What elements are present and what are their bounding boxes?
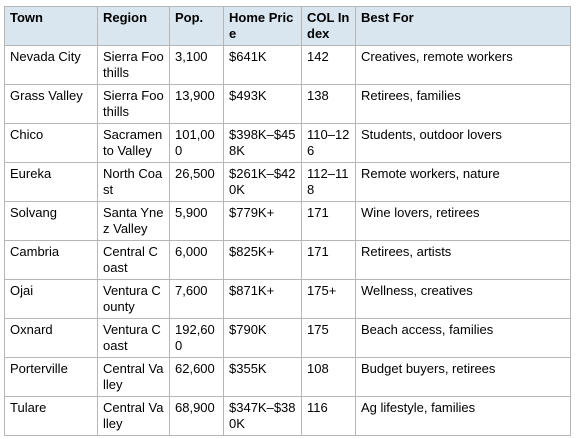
cell-best-for: Budget buyers, retirees [355,357,571,397]
cell-best-for: Wine lovers, retirees [355,201,571,241]
table-row: Nevada City Sierra Foothills 3,100 $641K 142… [4,45,571,85]
table-row: Porterville Central Valley 62,600 $355K 108 B… [4,357,571,397]
cell-population: 68,900 [169,396,224,436]
cell-region: Central Coast [97,240,170,280]
cell-best-for: Ag lifestyle, families [355,396,571,436]
cell-town: Cambria [4,240,98,280]
cell-col-index: 171 [301,240,356,280]
cell-region: Ventura Coast [97,318,170,358]
towns-table: Town Region Pop. Home Price COL Index Be… [4,6,571,436]
table-row: Eureka North Coast 26,500 $261K–$420K 112–11… [4,162,571,202]
cell-region: Santa Ynez Valley [97,201,170,241]
cell-col-index: 171 [301,201,356,241]
cell-best-for: Remote workers, nature [355,162,571,202]
cell-best-for: Creatives, remote workers [355,45,571,85]
cell-population: 192,600 [169,318,224,358]
cell-home-price: $790K [223,318,302,358]
cell-col-index: 138 [301,84,356,124]
header-row: Town Region Pop. Home Price COL Index Be… [4,6,571,46]
cell-home-price: $871K+ [223,279,302,319]
cell-best-for: Retirees, artists [355,240,571,280]
table-row: Ojai Ventura County 7,600 $871K+ 175+ Wellnes… [4,279,571,319]
cell-home-price: $347K–$380K [223,396,302,436]
cell-best-for: Beach access, families [355,318,571,358]
cell-home-price: $825K+ [223,240,302,280]
cell-population: 6,000 [169,240,224,280]
cell-population: 13,900 [169,84,224,124]
cell-region: Sierra Foothills [97,45,170,85]
cell-region: North Coast [97,162,170,202]
cell-population: 101,000 [169,123,224,163]
cell-population: 3,100 [169,45,224,85]
cell-col-index: 112–118 [301,162,356,202]
cell-col-index: 108 [301,357,356,397]
cell-best-for: Students, outdoor lovers [355,123,571,163]
cell-col-index: 175+ [301,279,356,319]
cell-region: Central Valley [97,396,170,436]
header-region: Region [97,6,170,46]
cell-col-index: 142 [301,45,356,85]
cell-col-index: 175 [301,318,356,358]
cell-home-price: $261K–$420K [223,162,302,202]
cell-home-price: $779K+ [223,201,302,241]
cell-col-index: 110–126 [301,123,356,163]
cell-region: Sierra Foothills [97,84,170,124]
table-row: Cambria Central Coast 6,000 $825K+ 171 Retire… [4,240,571,280]
table-row: Grass Valley Sierra Foothills 13,900 $493K 1… [4,84,571,124]
cell-best-for: Retirees, families [355,84,571,124]
cell-region: Ventura County [97,279,170,319]
table-row: Solvang Santa Ynez Valley 5,900 $779K+ 171 Wi… [4,201,571,241]
cell-town: Chico [4,123,98,163]
header-home-price: Home Price [223,6,302,46]
header-population: Pop. [169,6,224,46]
header-col-index: COL Index [301,6,356,46]
cell-population: 5,900 [169,201,224,241]
table-body: Nevada City Sierra Foothills 3,100 $641K 142… [4,45,571,436]
cell-region: Central Valley [97,357,170,397]
cell-population: 62,600 [169,357,224,397]
cell-town: Nevada City [4,45,98,85]
cell-town: Solvang [4,201,98,241]
table-row: Tulare Central Valley 68,900 $347K–$380K 116… [4,396,571,436]
table-row: Chico Sacramento Valley 101,000 $398K–$458K… [4,123,571,163]
cell-home-price: $398K–$458K [223,123,302,163]
cell-col-index: 116 [301,396,356,436]
cell-population: 26,500 [169,162,224,202]
table-row: Oxnard Ventura Coast 192,600 $790K 175 Beach … [4,318,571,358]
cell-town: Porterville [4,357,98,397]
cell-home-price: $355K [223,357,302,397]
cell-town: Eureka [4,162,98,202]
cell-home-price: $641K [223,45,302,85]
header-town: Town [4,6,98,46]
cell-town: Oxnard [4,318,98,358]
cell-region: Sacramento Valley [97,123,170,163]
cell-town: Ojai [4,279,98,319]
table-header: Town Region Pop. Home Price COL Index Be… [4,6,571,46]
cell-population: 7,600 [169,279,224,319]
header-best-for: Best For [355,6,571,46]
cell-home-price: $493K [223,84,302,124]
cell-town: Tulare [4,396,98,436]
cell-town: Grass Valley [4,84,98,124]
cell-best-for: Wellness, creatives [355,279,571,319]
